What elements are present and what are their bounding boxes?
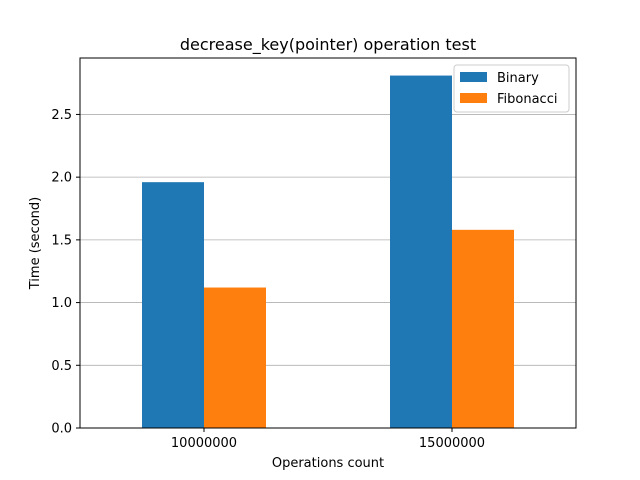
legend-label-binary: Binary <box>497 71 539 86</box>
y-tick-label: 1.5 <box>51 233 72 248</box>
legend-label-fibonacci: Fibonacci <box>497 92 557 107</box>
x-axis-ticks: 10000000 15000000 <box>171 428 485 451</box>
bar-binary-10000000 <box>142 182 204 428</box>
y-tick-label: 2.5 <box>51 108 72 123</box>
chart-title: decrease_key(pointer) operation test <box>180 35 476 55</box>
legend-swatch-binary <box>460 72 487 82</box>
x-axis-label: Operations count <box>272 456 384 471</box>
bars <box>142 75 514 428</box>
legend-swatch-fibonacci <box>460 93 487 103</box>
y-axis-ticks: 0.0 0.5 1.0 1.5 2.0 2.5 <box>51 108 80 437</box>
bar-fibonacci-10000000 <box>204 287 266 428</box>
x-tick-label: 10000000 <box>171 436 237 451</box>
y-tick-label: 2.0 <box>51 171 72 186</box>
plot-frame <box>79 57 577 429</box>
y-tick-label: 0.0 <box>51 422 72 437</box>
y-axis-label: Time (second) <box>28 197 43 290</box>
bar-fibonacci-15000000 <box>452 229 514 428</box>
x-tick-label: 15000000 <box>419 436 485 451</box>
legend: Binary Fibonacci <box>453 64 570 113</box>
bar-binary-15000000 <box>390 75 452 428</box>
y-tick-label: 0.5 <box>51 359 72 374</box>
y-tick-label: 1.0 <box>51 296 72 311</box>
